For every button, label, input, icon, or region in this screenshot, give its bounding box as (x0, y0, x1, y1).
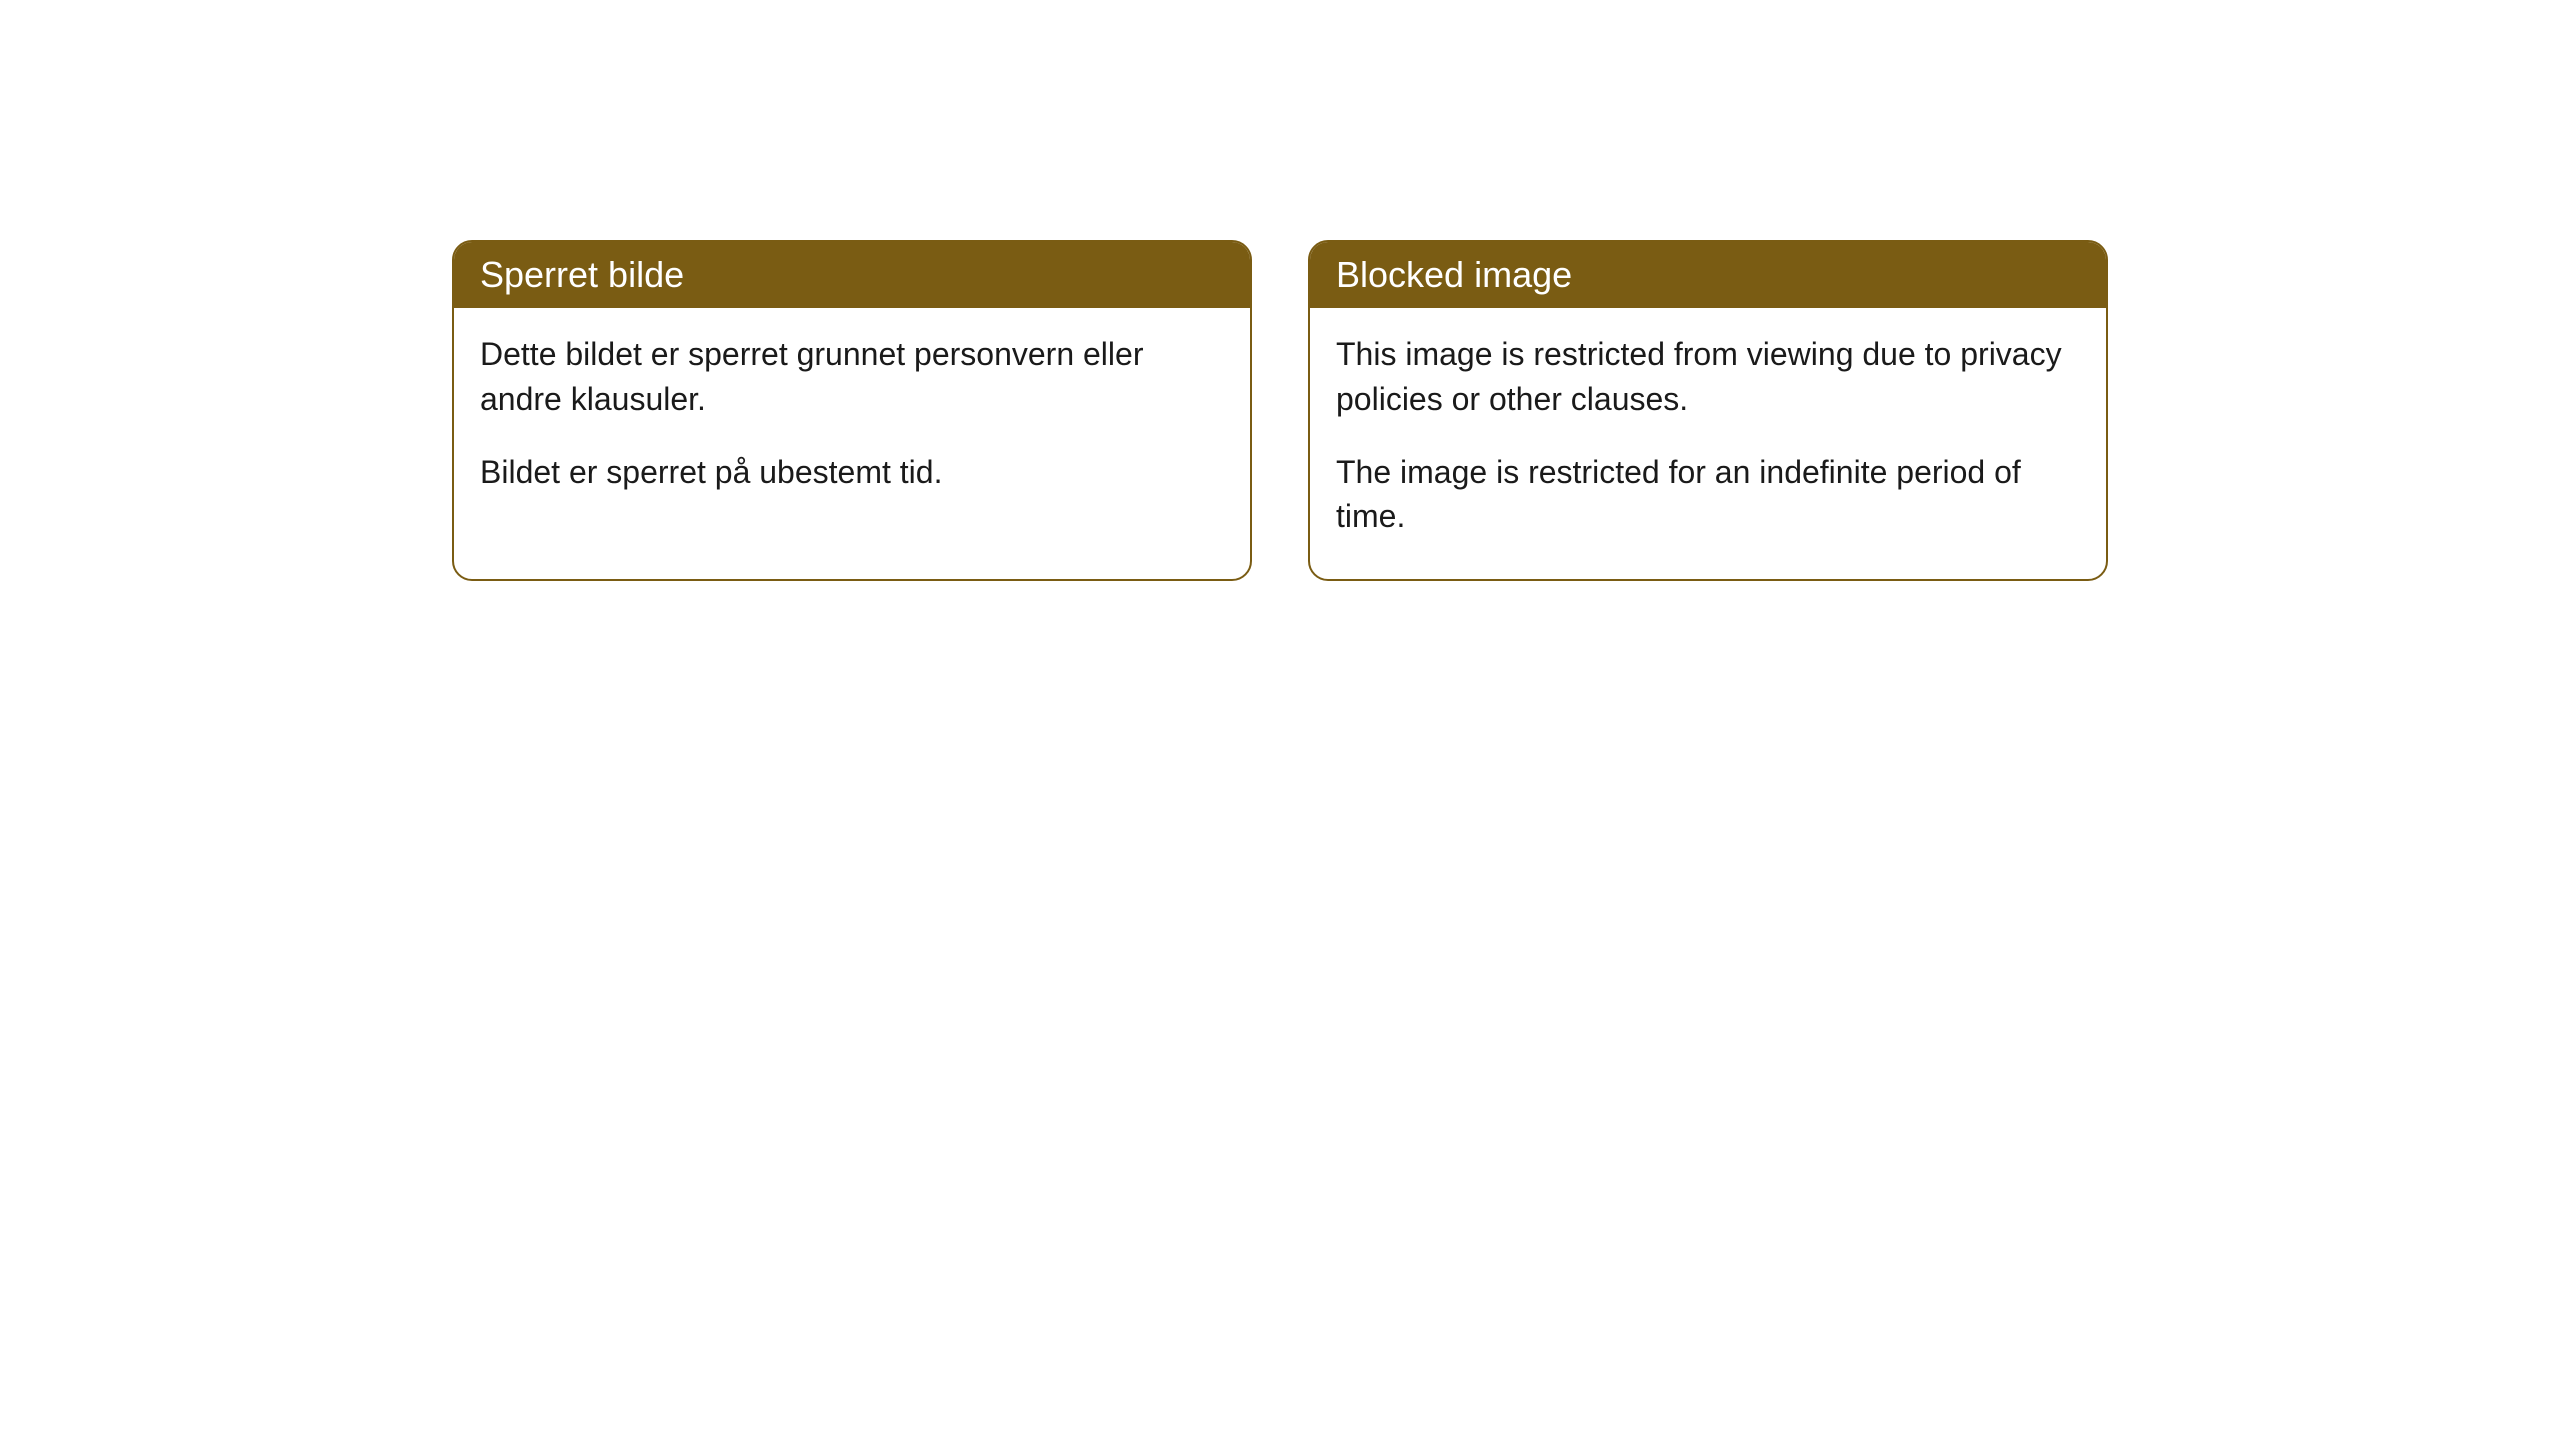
card-paragraph: Dette bildet er sperret grunnet personve… (480, 332, 1224, 422)
info-card-english: Blocked image This image is restricted f… (1308, 240, 2108, 581)
card-header-english: Blocked image (1310, 242, 2106, 308)
info-card-norwegian: Sperret bilde Dette bildet er sperret gr… (452, 240, 1252, 581)
card-body-norwegian: Dette bildet er sperret grunnet personve… (454, 308, 1250, 534)
card-body-english: This image is restricted from viewing du… (1310, 308, 2106, 579)
card-paragraph: This image is restricted from viewing du… (1336, 332, 2080, 422)
info-cards-container: Sperret bilde Dette bildet er sperret gr… (452, 240, 2560, 581)
card-paragraph: The image is restricted for an indefinit… (1336, 450, 2080, 540)
card-paragraph: Bildet er sperret på ubestemt tid. (480, 450, 1224, 495)
card-header-norwegian: Sperret bilde (454, 242, 1250, 308)
